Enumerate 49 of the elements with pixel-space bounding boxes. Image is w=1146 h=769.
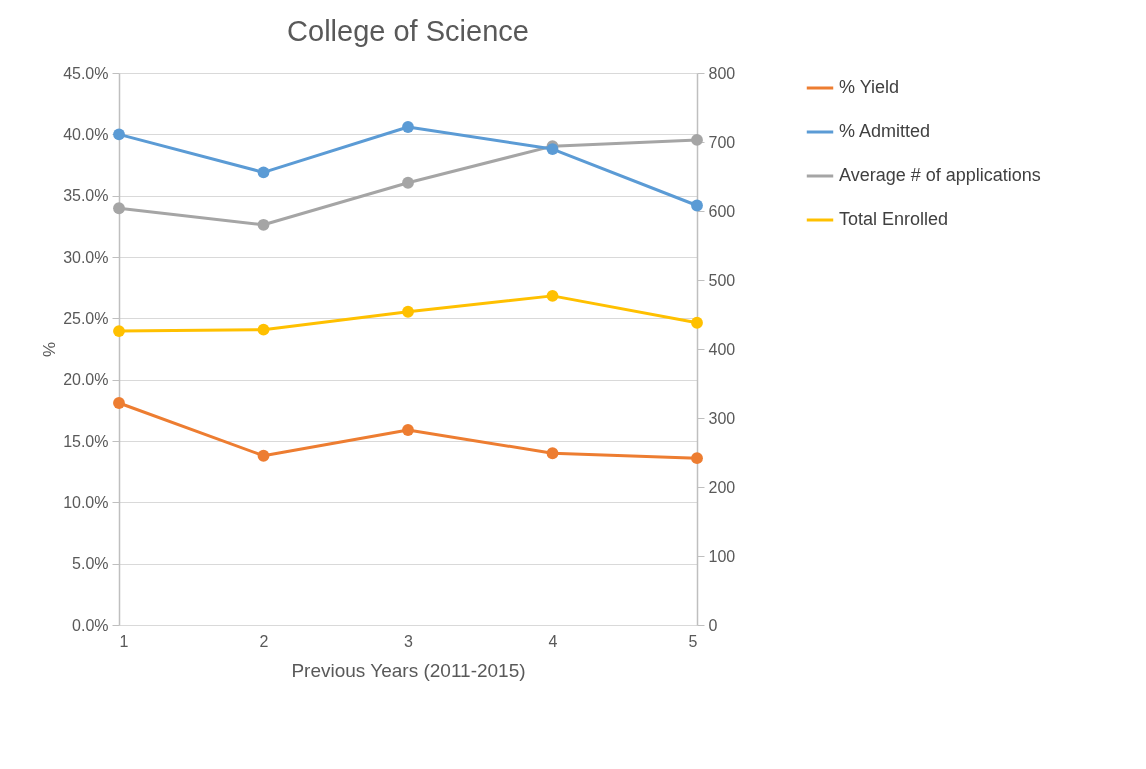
x-axis-title: Previous Years (2011-2015) xyxy=(291,659,526,681)
y2-tick-label: 400 xyxy=(708,340,736,358)
y-tick-label: 45.0% xyxy=(63,64,109,82)
y-tick-label: 35.0% xyxy=(63,187,109,205)
y-tick-label: 30.0% xyxy=(63,248,109,266)
point xyxy=(691,452,703,465)
point xyxy=(691,316,703,329)
y-tick-label: 5.0% xyxy=(72,555,109,573)
point xyxy=(402,424,414,436)
point xyxy=(257,323,270,336)
y2-tick-label: 800 xyxy=(708,64,736,82)
point xyxy=(257,218,270,231)
x-tick-label: 5 xyxy=(688,632,698,650)
y2-tick-label: 300 xyxy=(708,409,736,427)
y2-tick-label: 500 xyxy=(708,271,736,289)
point xyxy=(113,128,125,141)
legend-label: Total Enrolled xyxy=(839,209,949,229)
y2-tick-label: 600 xyxy=(708,202,736,220)
chart-title: College of Science xyxy=(287,15,529,47)
y2-tick-label: 700 xyxy=(708,133,736,151)
y-axis-title: % xyxy=(40,341,60,358)
y2-tick-label: 200 xyxy=(708,478,736,496)
y-tick-label: 0.0% xyxy=(72,616,109,634)
y-tick-label: 20.0% xyxy=(63,371,109,389)
point xyxy=(113,325,125,337)
legend-label: % Admitted xyxy=(839,121,931,141)
x-tick-label: 4 xyxy=(548,632,558,650)
point xyxy=(113,202,125,215)
y-tick-label: 10.0% xyxy=(63,493,109,511)
y2-tick-label: 100 xyxy=(708,547,736,565)
point xyxy=(402,305,414,318)
y-tick-label: 15.0% xyxy=(63,432,109,450)
legend-label: Average # of applications xyxy=(839,165,1041,185)
y-tick-label: 25.0% xyxy=(63,309,109,327)
point xyxy=(257,449,270,462)
y2-tick-label: 0 xyxy=(708,616,718,634)
point xyxy=(257,166,270,179)
point xyxy=(546,447,559,460)
x-tick-label: 1 xyxy=(119,632,129,650)
point xyxy=(691,134,703,146)
y-tick-label: 40.0% xyxy=(63,125,109,143)
x-tick-label: 3 xyxy=(404,632,414,650)
legend-label: % Yield xyxy=(839,77,900,97)
x-tick-label: 2 xyxy=(259,632,269,650)
point xyxy=(546,289,559,302)
point xyxy=(402,176,414,189)
point xyxy=(113,397,125,409)
point xyxy=(691,199,703,212)
point xyxy=(402,121,414,133)
